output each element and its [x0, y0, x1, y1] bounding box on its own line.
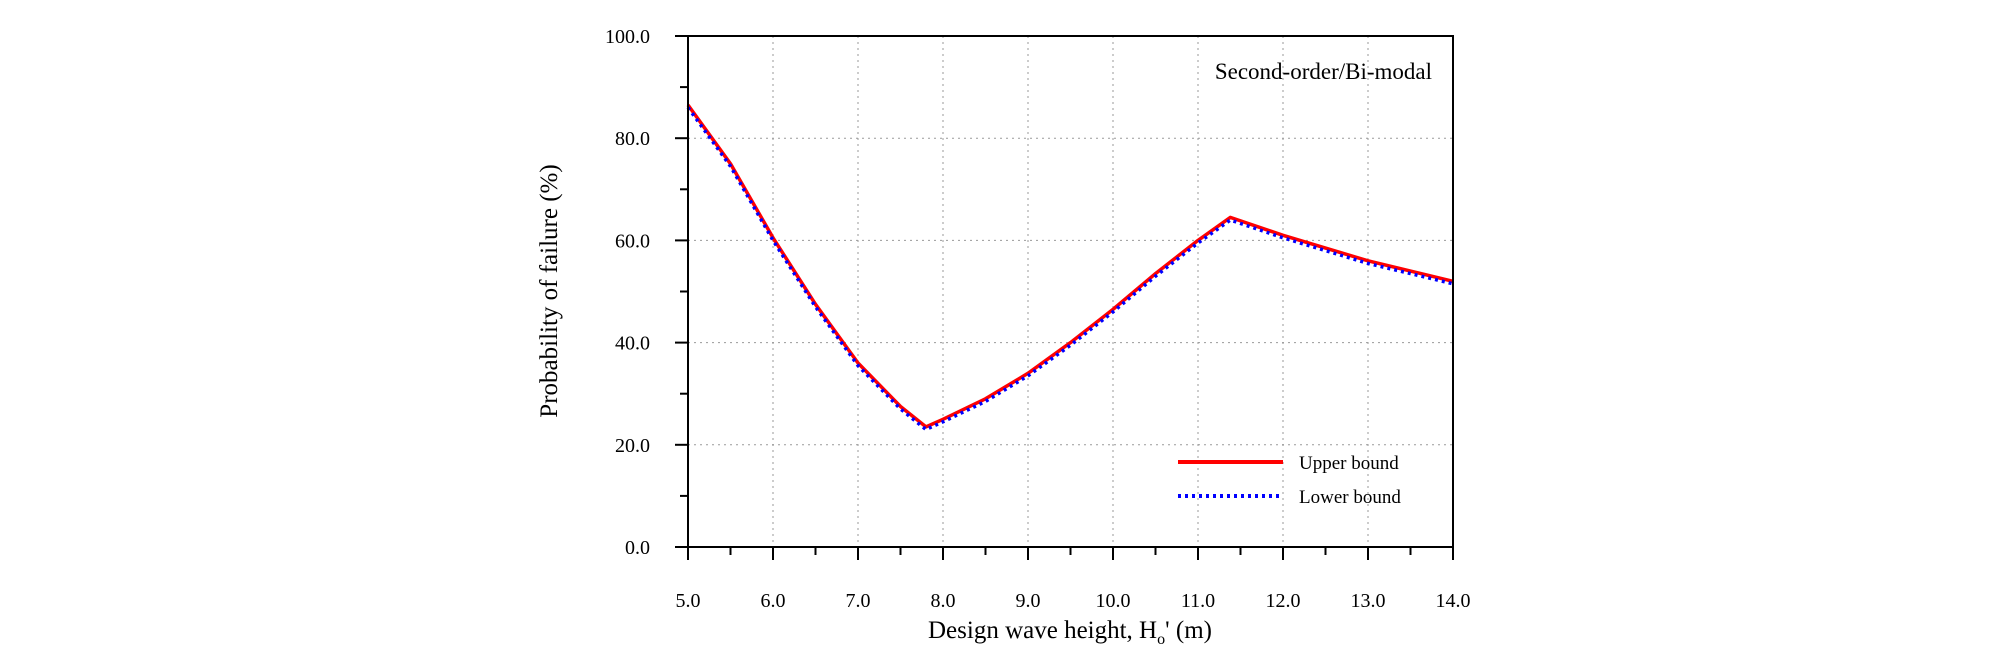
x-axis-title: Design wave height, Ho' (m) — [928, 617, 1212, 648]
legend-label-upper-bound: Upper bound — [1299, 453, 1399, 474]
legend-label-lower-bound: Lower bound — [1299, 487, 1401, 508]
x-axis-title-main: Design wave height, H — [928, 617, 1157, 644]
ticks — [675, 35, 1454, 560]
y-tick-label: 100.0 — [605, 26, 650, 48]
x-tick-label: 10.0 — [1096, 590, 1131, 612]
x-tick-label: 14.0 — [1436, 590, 1471, 612]
x-tick-label: 12.0 — [1266, 590, 1301, 612]
y-tick-label: 80.0 — [615, 128, 650, 150]
y-axis-title: Probability of failure (%) — [536, 164, 563, 417]
y-tick-label: 20.0 — [615, 435, 650, 457]
x-tick-label: 8.0 — [931, 590, 956, 612]
x-tick-label: 9.0 — [1016, 590, 1041, 612]
x-axis-title-suffix: ' (m) — [1165, 617, 1212, 644]
series-line-lower-bound — [686, 106, 1454, 432]
x-axis-title-subscript: o — [1157, 631, 1165, 648]
legend: Upper bound Lower bound — [1178, 453, 1401, 508]
series-layer — [686, 103, 1454, 432]
x-tick-label: 5.0 — [676, 590, 701, 612]
x-tick-label: 7.0 — [846, 590, 871, 612]
x-tick-label: 6.0 — [761, 590, 786, 612]
y-tick-label: 40.0 — [615, 333, 650, 355]
chart-annotation: Second-order/Bi-modal — [1215, 59, 1432, 84]
y-tick-label: 0.0 — [625, 537, 650, 559]
y-tick-label: 60.0 — [615, 230, 650, 252]
x-tick-label: 11.0 — [1181, 590, 1215, 612]
tick-labels: 5.0 6.0 7.0 8.0 9.0 10.0 11.0 12.0 13.0 14.0 0.0 20… — [605, 26, 1471, 612]
grid — [688, 36, 1453, 547]
series-line-upper-bound — [686, 103, 1454, 429]
x-tick-label: 13.0 — [1351, 590, 1386, 612]
